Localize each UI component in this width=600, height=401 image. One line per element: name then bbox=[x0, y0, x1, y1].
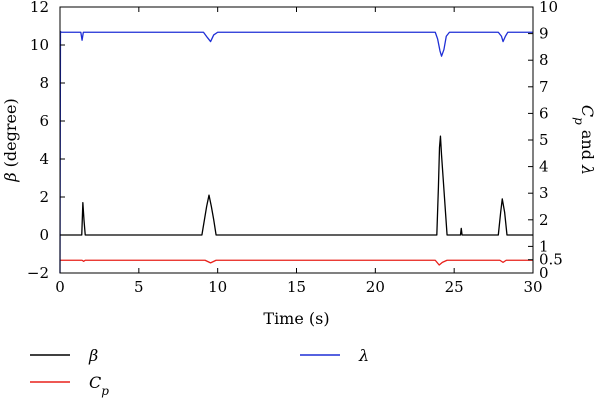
y-right-tick-label: 1 bbox=[539, 237, 549, 255]
series-layer bbox=[59, 30, 533, 274]
y-right-tick-label: 10 bbox=[539, 0, 558, 16]
x-tick-label: 30 bbox=[523, 278, 542, 296]
series-line-0 bbox=[60, 135, 533, 236]
x-tick-label: 5 bbox=[134, 278, 144, 296]
x-tick-label: 0 bbox=[55, 278, 65, 296]
y-left-tick-label: 0 bbox=[39, 226, 49, 244]
y-right-tick-label: 4 bbox=[539, 158, 549, 176]
x-tick-label: 15 bbox=[287, 278, 306, 296]
legend: β Cp λ bbox=[30, 346, 369, 398]
y-left-tick-label: 2 bbox=[39, 188, 49, 206]
y-right-tick-label: 0.5 bbox=[539, 251, 563, 269]
y-left-tick-label: 12 bbox=[30, 0, 49, 16]
legend-label: λ bbox=[358, 346, 369, 365]
x-tick-label: 20 bbox=[366, 278, 385, 296]
y-right-tick-label: 6 bbox=[539, 104, 549, 122]
series-line-2 bbox=[59, 30, 533, 274]
y-left-tick-label: 6 bbox=[39, 112, 49, 130]
y-axis-right-label: Cp and λ bbox=[572, 105, 597, 175]
x-tick-label: 25 bbox=[445, 278, 464, 296]
y-right-tick-label: 0 bbox=[539, 264, 549, 282]
y-right-tick-label: 2 bbox=[539, 211, 549, 229]
y-left-tick-label: −2 bbox=[27, 264, 49, 282]
legend-label: Cp bbox=[89, 373, 109, 398]
y-left-tick-label: 4 bbox=[39, 150, 49, 168]
series-line-1 bbox=[60, 259, 533, 266]
y-right-tick-label: 3 bbox=[539, 184, 549, 202]
y-right-tick-label: 7 bbox=[539, 78, 549, 96]
x-tick-label: 10 bbox=[208, 278, 227, 296]
y-right-tick-label: 8 bbox=[539, 51, 549, 69]
y-right-tick-label: 5 bbox=[539, 131, 549, 149]
y-axis-left-label: β (degree) bbox=[1, 98, 20, 182]
y-right-tick-label: 9 bbox=[539, 25, 549, 43]
y-left-tick-label: 8 bbox=[39, 74, 49, 92]
x-axis-label: Time (s) bbox=[263, 309, 329, 328]
legend-label: β bbox=[88, 346, 98, 365]
y-left-tick-label: 10 bbox=[30, 36, 49, 54]
